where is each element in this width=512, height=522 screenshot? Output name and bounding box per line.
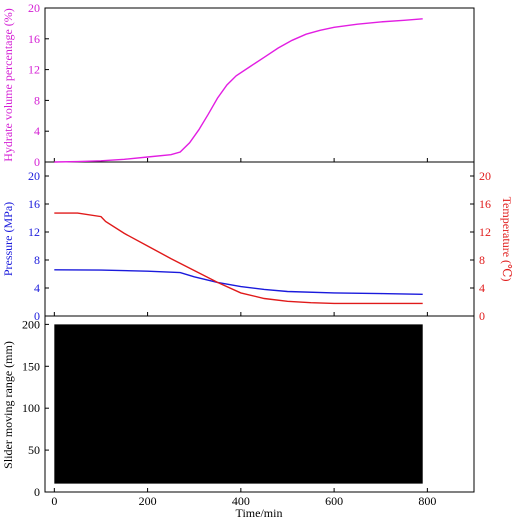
temperature-line — [54, 212, 423, 305]
mid-y-right-tick-label: 0 — [479, 309, 485, 323]
top-panel-frame — [44, 7, 475, 163]
top-y-tick-label: 8 — [34, 93, 40, 107]
x-tick-label: 800 — [418, 494, 436, 508]
mid-y-left-tick-label: 0 — [34, 309, 40, 323]
x-axis-title: Time/min — [236, 506, 283, 520]
middle-y-axis-title-pressure: Pressure (MPa) — [1, 202, 15, 276]
hydrate-volume-line — [54, 18, 423, 163]
x-tick-label: 200 — [139, 494, 157, 508]
bottom-y-tick-label: 150 — [22, 359, 40, 373]
x-tick-label: 600 — [325, 494, 343, 508]
top-y-tick-label: 4 — [34, 124, 40, 138]
bottom-y-tick-label: 0 — [34, 485, 40, 499]
mid-y-left-tick-label: 16 — [28, 197, 40, 211]
mid-y-right-tick-label: 4 — [479, 281, 485, 295]
x-tick-label: 0 — [51, 494, 57, 508]
mid-y-left-tick-label: 8 — [34, 253, 40, 267]
top-y-tick-label: 20 — [28, 1, 40, 15]
mid-y-right-tick-label: 20 — [479, 169, 491, 183]
bottom-y-tick-label: 50 — [28, 443, 40, 457]
pressure-line — [54, 269, 423, 295]
middle-y-axis-title-temperature: Temperature (℃) — [500, 197, 512, 282]
mid-y-left-tick-label: 12 — [28, 225, 40, 239]
bottom-y-tick-label: 200 — [22, 317, 40, 331]
mid-y-left-tick-label: 4 — [34, 281, 40, 295]
mid-y-right-tick-label: 12 — [479, 225, 491, 239]
bottom-y-tick-label: 100 — [22, 401, 40, 415]
mid-y-left-tick-label: 20 — [28, 169, 40, 183]
mid-y-right-tick-label: 8 — [479, 253, 485, 267]
top-y-tick-label: 0 — [34, 155, 40, 169]
bottom-y-axis-title: Slider moving range (mm) — [1, 341, 15, 469]
top-y-tick-label: 16 — [28, 32, 40, 46]
top-y-axis-title: Hydrate volume percentage (%) — [1, 8, 15, 162]
slider-moving-band — [54, 324, 423, 484]
mid-y-right-tick-label: 16 — [479, 197, 491, 211]
bottom-panel-frame — [44, 315, 475, 493]
top-y-tick-label: 12 — [28, 63, 40, 77]
x-tick-label: 400 — [232, 494, 250, 508]
middle-panel-frame — [44, 161, 475, 317]
